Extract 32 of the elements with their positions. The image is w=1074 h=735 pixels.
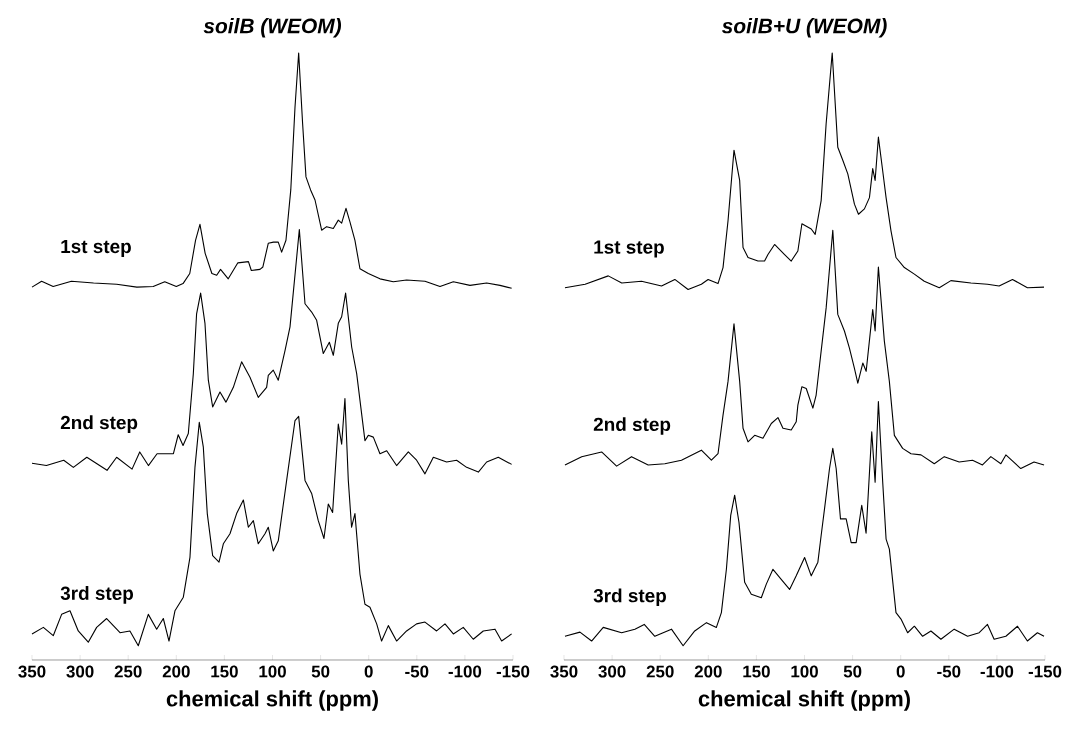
x-tick-label: -50 xyxy=(405,665,429,678)
chart-title: soilB+U (WEOM) xyxy=(721,18,887,38)
series-label: 1st step xyxy=(61,240,131,257)
x-axis-title: chemical shift (ppm) xyxy=(166,690,378,711)
x-tick-label: -150 xyxy=(1028,665,1062,678)
x-tick-label: -100 xyxy=(980,665,1014,678)
series-label: 3rd step xyxy=(593,588,666,607)
series-label: 2nd step xyxy=(593,417,671,435)
x-tick-label: 200 xyxy=(694,665,722,678)
x-tick-label: -150 xyxy=(496,665,530,678)
x-tick-label: 350 xyxy=(18,665,46,678)
x-tick-label: 200 xyxy=(162,665,190,678)
x-tick-label: 0 xyxy=(896,665,905,678)
x-tick-label: 150 xyxy=(743,665,770,678)
x-tick-label: 50 xyxy=(311,665,330,678)
series-label: 1st step xyxy=(594,240,664,258)
x-tick-label: 0 xyxy=(364,665,373,678)
chart-title: soilB (WEOM) xyxy=(203,18,342,38)
x-tick-label: -100 xyxy=(448,665,482,678)
series-label: 2nd step xyxy=(60,415,138,433)
x-tick-label: 300 xyxy=(598,665,626,678)
x-tick-label: 150 xyxy=(211,665,238,678)
x-tick-label: 100 xyxy=(259,665,286,678)
x-tick-label: 350 xyxy=(550,665,578,678)
x-axis-title: chemical shift (ppm) xyxy=(698,690,910,711)
x-tick-label: 250 xyxy=(114,665,142,678)
x-tick-label: 300 xyxy=(66,665,94,678)
x-tick-label: -50 xyxy=(937,665,961,678)
series-label: 3rd step xyxy=(60,586,134,604)
x-tick-label: 50 xyxy=(843,665,862,678)
x-tick-label: 250 xyxy=(646,665,674,678)
x-tick-label: 100 xyxy=(791,665,818,678)
